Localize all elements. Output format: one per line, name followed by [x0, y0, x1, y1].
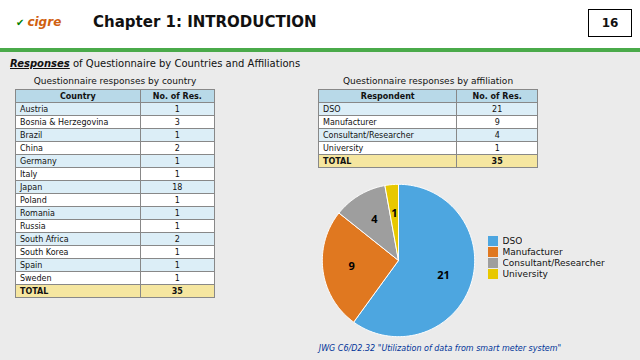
html-text:No. of Res.: No. of Res. [472, 91, 522, 101]
html-text:1: 1 [174, 104, 180, 114]
html-text:Bosnia & Herzegovina: Bosnia & Herzegovina [20, 117, 109, 127]
html-text:Questionnaire responses by cou: Questionnaire responses by country [33, 76, 197, 86]
html-text:9: 9 [494, 117, 500, 127]
html-text:18: 18 [172, 182, 183, 192]
html-text:Consultant/Researcher: Consultant/Researcher [323, 130, 414, 140]
html-text:1: 1 [174, 130, 180, 140]
html-text:4: 4 [494, 130, 500, 140]
html-text:2: 2 [174, 234, 180, 244]
html-text:Respondent: Respondent [360, 91, 415, 101]
html-text:Manufacturer: Manufacturer [502, 246, 563, 257]
html-text:Romania: Romania [20, 208, 55, 218]
html-text:TOTAL: TOTAL [323, 156, 352, 166]
svg-text:21: 21 [437, 267, 450, 282]
html-text:University: University [323, 143, 364, 153]
html-text:Austria: Austria [20, 104, 49, 114]
html-text:Poland: Poland [20, 195, 47, 205]
html-text:21: 21 [492, 104, 503, 114]
html-text:University: University [502, 268, 548, 279]
html-text:Italy: Italy [20, 169, 38, 179]
html-text:Consultant/Researcher: Consultant/Researcher [502, 257, 605, 268]
html-text:JWG C6/D2.32 "Utilization of d: JWG C6/D2.32 "Utilization of data from s… [318, 344, 562, 353]
html-text:Sweden: Sweden [20, 273, 52, 283]
html-text:Germany: Germany [20, 156, 57, 166]
html-text:35: 35 [171, 286, 183, 296]
html-text:No. of Res.: No. of Res. [152, 91, 202, 101]
html-text:Chapter 1: INTRODUCTION: Chapter 1: INTRODUCTION [93, 13, 317, 31]
html-text:1: 1 [174, 195, 180, 205]
html-text:1: 1 [174, 273, 180, 283]
html-text:DSO: DSO [502, 235, 523, 246]
html-text:China: China [20, 143, 43, 153]
html-text:1: 1 [174, 169, 180, 179]
html-text:35: 35 [491, 156, 503, 166]
html-text:3: 3 [174, 117, 180, 127]
html-text:Country: Country [59, 91, 96, 101]
svg-text:9: 9 [349, 258, 355, 273]
html-text:Brazil: Brazil [20, 130, 43, 140]
html-text:Russia: Russia [20, 221, 46, 231]
html-text:Manufacturer: Manufacturer [323, 117, 377, 127]
html-text:1: 1 [174, 247, 180, 257]
html-text:Spain: Spain [20, 260, 43, 270]
html-text:DSO: DSO [323, 104, 341, 114]
html-text:TOTAL: TOTAL [20, 286, 49, 296]
svg-text:1: 1 [391, 205, 397, 220]
html-text:1: 1 [494, 143, 500, 153]
html-text:✔ cigre: ✔ cigre [16, 15, 62, 29]
html-text:1: 1 [174, 221, 180, 231]
html-text:1: 1 [174, 260, 180, 270]
html-text:1: 1 [174, 208, 180, 218]
html-text:Responses of Questionnaire by: Responses of Questionnaire by Countries … [10, 58, 301, 69]
svg-text:4: 4 [371, 211, 378, 226]
html-text:South Africa: South Africa [20, 234, 69, 244]
html-text:Japan: Japan [20, 182, 43, 192]
html-text:16: 16 [601, 16, 619, 30]
html-text:1: 1 [174, 156, 180, 166]
html-text:2: 2 [174, 143, 180, 153]
html-text:Questionnaire responses by aff: Questionnaire responses by affiliation [342, 76, 514, 86]
html-text:South Korea: South Korea [20, 247, 69, 257]
